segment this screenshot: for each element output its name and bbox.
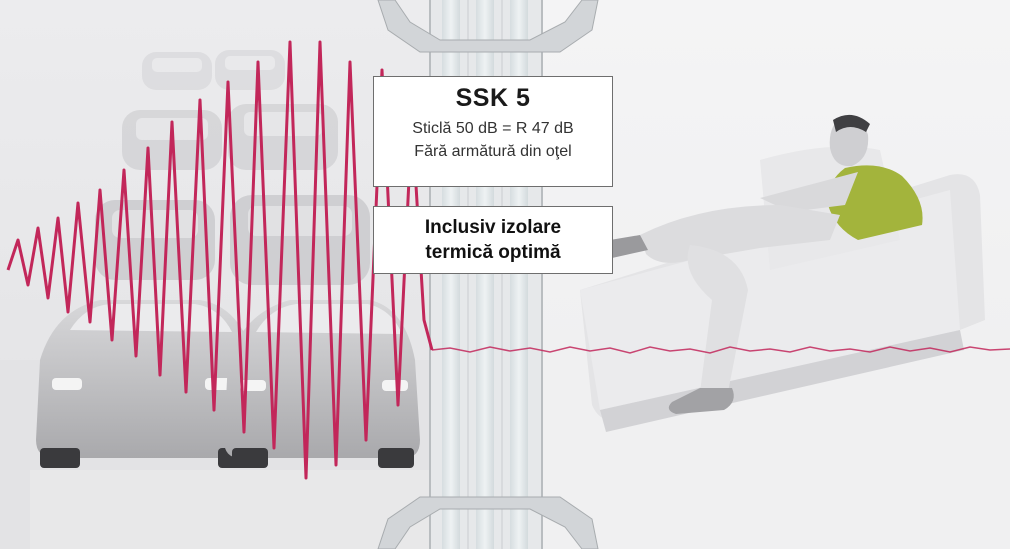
glass-spec: Sticlă 50 dB = R 47 dB [412,120,574,137]
sound-wave [6,40,1010,480]
car-front-right [224,300,420,468]
man-on-sofa [605,114,923,414]
car-distant-1 [142,50,285,90]
feature-line-1: Inclusiv izolare [424,217,562,238]
steel-spec: Fără armătură din oţel [414,143,572,160]
product-title: SSK 5 [455,84,531,112]
product-info-panel: SSK 5 Sticlă 50 dB = R 47 dB Fără armătu… [373,76,613,187]
feature-line-2: termică optimă [425,242,561,263]
feature-panel: Inclusiv izolare termică optimă [373,206,613,274]
